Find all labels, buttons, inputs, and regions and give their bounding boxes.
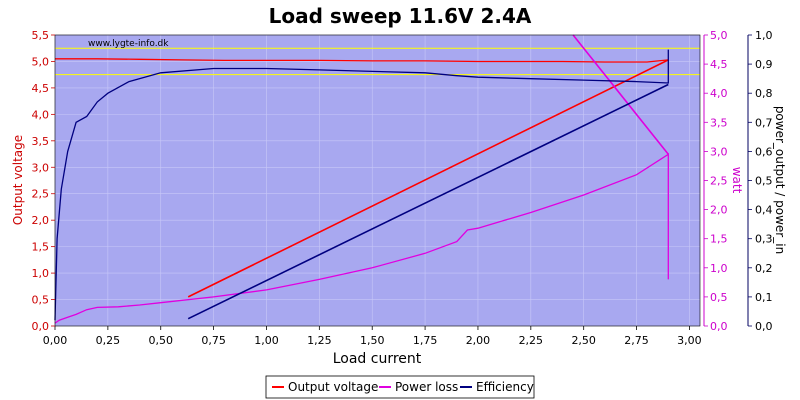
x-axis-label: Load current: [333, 351, 422, 367]
reference-lines: [55, 47, 700, 76]
watermark: www.lygte-info.dk: [88, 39, 169, 49]
y-right2-tick-label: 0,8: [755, 87, 773, 100]
x-tick-label: 2,00: [466, 334, 491, 347]
legend-label-power: Power loss: [395, 380, 458, 394]
y-left-tick-label: 5,0: [32, 55, 50, 68]
y-left-tick-label: 1,5: [32, 241, 50, 254]
x-tick-label: 0,50: [148, 334, 173, 347]
y-right1-tick-label: 0,0: [710, 320, 728, 333]
series-return-line-power-loss: [572, 34, 669, 155]
x-tick-label: 0,75: [201, 334, 226, 347]
y-left-tick-label: 1,0: [32, 267, 50, 280]
y-left-tick-label: 0,0: [32, 320, 50, 333]
y-right1-axis-label: watt: [730, 167, 744, 194]
y-right2-tick-label: 0,1: [755, 291, 773, 304]
y-right1-tick-label: 0,5: [710, 291, 728, 304]
x-tick-label: 3,00: [677, 334, 702, 347]
y-left-tick-label: 5,5: [32, 29, 50, 42]
y-right1-tick-label: 4,0: [710, 87, 728, 100]
y-right1-tick-label: 4,5: [710, 58, 728, 71]
x-tick-label: 1,00: [254, 334, 279, 347]
y-right2-tick-label: 0,7: [755, 116, 773, 129]
plot-area: [55, 35, 700, 326]
y-left-tick-label: 4,5: [32, 82, 50, 95]
chart-title: Load sweep 11.6V 2.4A: [269, 4, 532, 28]
y-right1-tick-label: 3,5: [710, 116, 728, 129]
series-return-line-efficiency: [187, 83, 669, 320]
y-right2-tick-label: 0,3: [755, 233, 773, 246]
x-tick-label: 2,25: [519, 334, 544, 347]
y-right1-tick-label: 3,0: [710, 145, 728, 158]
y-left-tick-label: 2,0: [32, 214, 50, 227]
y-right2-tick-label: 0,5: [755, 175, 773, 188]
y-left-tick-label: 3,5: [32, 135, 50, 148]
y-right2-tick-label: 0,2: [755, 262, 773, 275]
y-left-tick-label: 4,0: [32, 108, 50, 121]
y-right1-tick-label: 1,5: [710, 233, 728, 246]
y-right2-tick-label: 0,9: [755, 58, 773, 71]
legend: Output voltage Power loss Efficiency: [265, 375, 535, 399]
legend-label-efficiency: Efficiency: [476, 380, 534, 394]
y-axis-left: 0,0 0,5 1,0 1,5 2,0 2,5 3,0 3,5 4,0 4,5 5,0 5,5: [32, 29, 55, 333]
plot-frame: [54, 34, 701, 327]
y-right2-tick-label: 0,4: [755, 204, 773, 217]
x-tick-label: 2,50: [571, 334, 596, 347]
y-right1-tick-label: 1,0: [710, 262, 728, 275]
x-tick-label: 0,00: [43, 334, 68, 347]
series-return-line-output-voltage: [187, 59, 669, 298]
y-right2-tick-label: 1,0: [755, 29, 773, 42]
x-tick-label: 2,75: [624, 334, 649, 347]
series-layer: [54, 34, 669, 324]
x-tick-label: 1,25: [307, 334, 332, 347]
x-tick-label: 1,75: [413, 334, 438, 347]
y-left-tick-label: 0,5: [32, 294, 50, 307]
y-left-tick-label: 3,0: [32, 161, 50, 174]
y-axis-right-efficiency: 0,0 0,1 0,2 0,3 0,4 0,5 0,6 0,7 0,8 0,9 1,0: [747, 29, 773, 333]
y-right1-tick-label: 5,0: [710, 29, 728, 42]
y-left-tick-label: 2,5: [32, 188, 50, 201]
y-axis-right-watt: 0,0 0,5 1,0 1,5 2,0 2,5 3,0 3,5 4,0 4,5 5,0: [703, 29, 728, 333]
y-right2-axis-label: power_output / power_in: [773, 106, 787, 254]
y-right1-tick-label: 2,0: [710, 204, 728, 217]
y-right1-tick-label: 2,5: [710, 175, 728, 188]
series-line-output-voltage: [55, 58, 669, 63]
x-tick-label: 0,25: [96, 334, 121, 347]
legend-label-voltage: Output voltage: [288, 380, 378, 394]
series-line-efficiency: [54, 49, 669, 321]
x-axis: 0,00 0,25 0,50 0,75 1,00 1,25 1,50 1,75 2,00 2,25…: [43, 326, 702, 347]
series-line-power-loss: [54, 153, 669, 324]
legend-box: [265, 375, 535, 399]
x-tick-label: 1,50: [360, 334, 385, 347]
y-right2-tick-label: 0,0: [755, 320, 773, 333]
y-right2-tick-label: 0,6: [755, 145, 773, 158]
y-left-axis-label: Output voltage: [11, 135, 25, 225]
